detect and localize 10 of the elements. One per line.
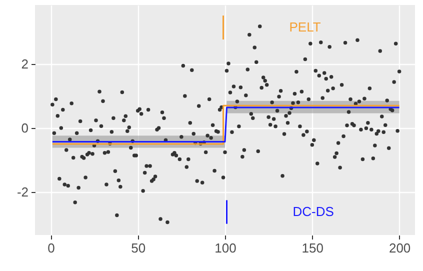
x-tick-label: 150 [302, 240, 324, 256]
x-tick-label: 50 [131, 240, 146, 256]
text: PELT [289, 20, 321, 35]
x-tick-label: 200 [388, 240, 411, 256]
x-tick-label: 100 [214, 240, 236, 256]
y-tick-label: -2 [16, 184, 28, 200]
text: DC-DS [292, 204, 334, 219]
y-tick-label: 0 [21, 120, 28, 136]
x-tick-label: 0 [48, 240, 55, 256]
y-tick-label: 2 [21, 56, 28, 72]
